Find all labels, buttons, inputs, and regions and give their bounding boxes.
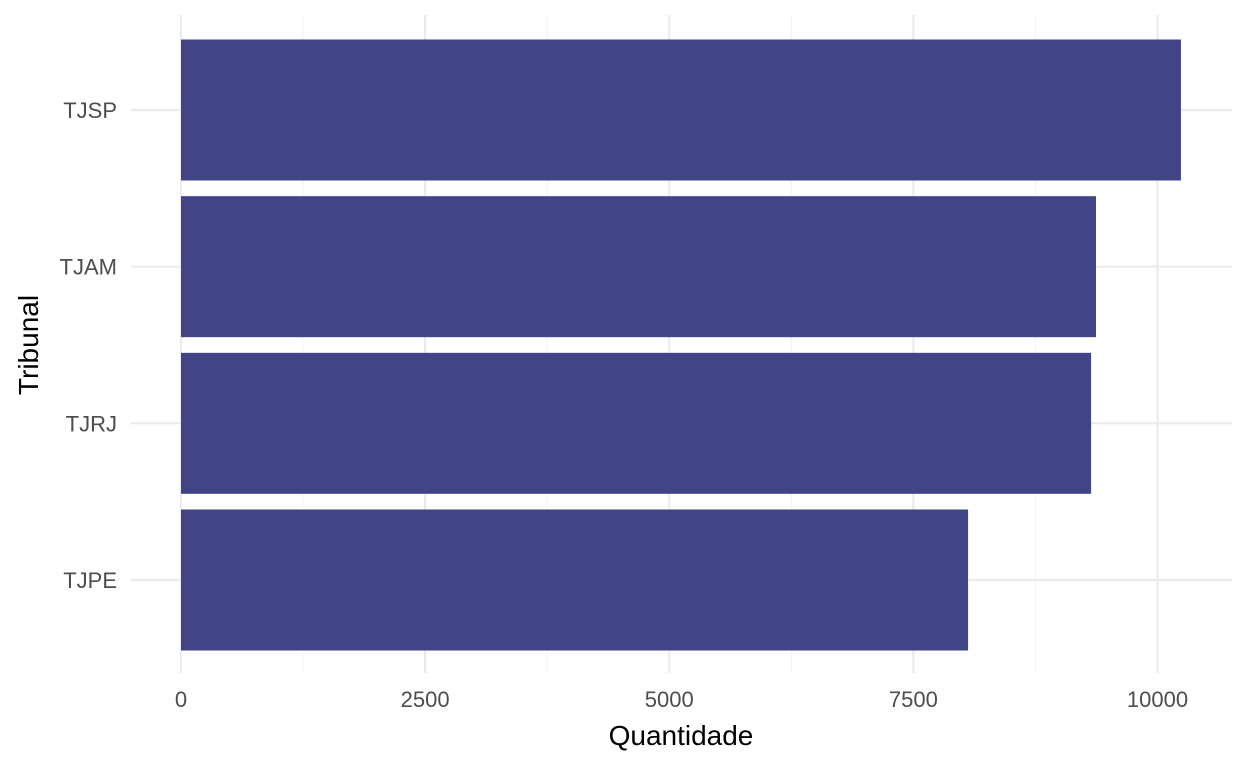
x-tick-label: 5000 [645, 687, 694, 712]
bar-tjrj [181, 352, 1092, 494]
y-axis-title: Tribunal [13, 295, 44, 395]
x-axis-title: Quantidade [609, 720, 754, 751]
x-tick-label: 0 [175, 687, 187, 712]
bar-tjsp [181, 39, 1181, 181]
y-tick-label: TJRJ [66, 411, 117, 436]
x-tick-label: 7500 [889, 687, 938, 712]
bar-tjam [181, 196, 1096, 338]
y-tick-label: TJPE [63, 568, 117, 593]
bars [181, 39, 1181, 651]
x-axis-tick-labels: 0 2500 5000 7500 10000 [175, 687, 1188, 712]
y-tick-label: TJAM [60, 255, 117, 280]
x-tick-label: 2500 [401, 687, 450, 712]
bar-tjpe [181, 509, 969, 651]
y-axis-tick-labels: TJSP TJAM TJRJ TJPE [60, 98, 117, 593]
y-tick-label: TJSP [63, 98, 117, 123]
x-tick-label: 10000 [1127, 687, 1188, 712]
